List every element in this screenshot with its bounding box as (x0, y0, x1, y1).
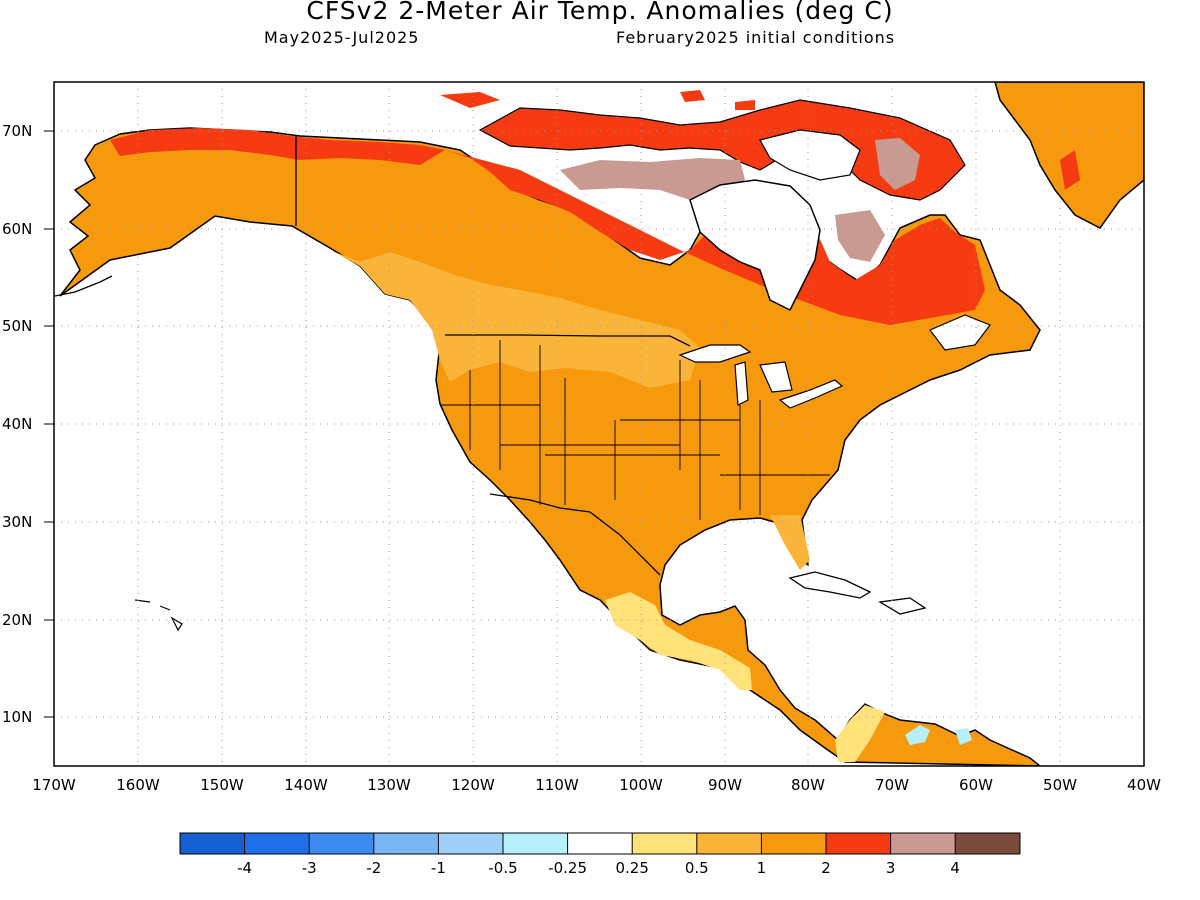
colorbar-label: -0.25 (548, 859, 587, 877)
anomaly-central-america-yellow (605, 592, 752, 690)
greenland-red (1060, 150, 1080, 190)
lake-michigan (734, 361, 749, 406)
lon-label: 150W (200, 776, 244, 794)
anomaly-sa-blue (905, 725, 930, 745)
colorbar-label: 1 (757, 859, 767, 877)
anomaly-baffin-east-brown (875, 138, 920, 190)
lon-label: 50W (1043, 776, 1077, 794)
lon-label: 120W (451, 776, 495, 794)
colorbar-label: 3 (886, 859, 896, 877)
anomaly-arctic-small-3 (735, 100, 755, 110)
hudson-bay (689, 179, 821, 312)
hispaniola (878, 597, 927, 615)
lat-ticks (44, 130, 54, 718)
anomaly-florida-light (770, 515, 810, 570)
lon-label: 90W (708, 776, 742, 794)
colorbar-label: -2 (366, 859, 381, 877)
anomaly-arctic-islands (478, 99, 966, 201)
colorbar-swatch (244, 833, 310, 854)
lat-label: 10N (2, 708, 32, 726)
lat-label: 20N (2, 611, 32, 629)
lon-label: 40W (1127, 776, 1161, 794)
us-mexico-border (489, 493, 661, 576)
colorbar-swatch (373, 833, 439, 854)
forecast-period: May2025-Jul2025 (264, 28, 420, 47)
colorbar-swatch (180, 833, 245, 854)
anomaly-ungava-brown (835, 210, 885, 262)
colorbar-swatch (309, 833, 374, 854)
colorbar-label: -4 (237, 859, 252, 877)
lon-label: 160W (116, 776, 160, 794)
lake-huron (759, 361, 793, 393)
foxe-basin (759, 129, 861, 181)
anomaly-alaska-north-red (110, 128, 445, 165)
lon-label: 140W (284, 776, 328, 794)
lon-label: 100W (619, 776, 663, 794)
colorbar-label: -0.5 (488, 859, 517, 877)
colorbar-label: 0.25 (615, 859, 648, 877)
lat-label: 50N (2, 317, 32, 335)
initial-conditions: February2025 initial conditions (616, 28, 896, 47)
lat-labels: 10N 20N 30N 40N 50N 60N 70N (2, 122, 32, 726)
colorbar-swatch (761, 833, 826, 854)
anomaly-sa-blue-2 (955, 728, 972, 745)
colorbar-swatch (890, 833, 956, 854)
colorbar-swatch (955, 833, 1020, 854)
anomaly-arctic-small-2 (680, 90, 705, 102)
colorbar: -4 -3 -2 -1 -0.5 -0.25 0.25 0.5 1 2 3 4 (179, 832, 1021, 877)
gulf-st-lawrence (929, 314, 991, 351)
colorbar-label: -3 (302, 859, 317, 877)
map-plot-area (54, 82, 1144, 766)
colorbar-label: 2 (821, 859, 831, 877)
colorbar-swatch (696, 833, 762, 854)
lake-superior (678, 344, 752, 363)
lon-label: 70W (875, 776, 909, 794)
lat-label: 70N (2, 122, 32, 140)
lon-label: 110W (535, 776, 579, 794)
lon-label: 60W (959, 776, 993, 794)
anomaly-arctic-small-1 (440, 92, 500, 108)
lake-erie-ontario (778, 379, 844, 409)
map-title: CFSv2 2-Meter Air Temp. Anomalies (deg C… (306, 0, 894, 25)
colorbar-swatch (438, 833, 503, 854)
us-canada-border (295, 136, 691, 347)
lon-label: 80W (791, 776, 825, 794)
colorbar-label: 4 (950, 859, 960, 877)
aleutian-islands (54, 275, 113, 297)
anomaly-pnw-light (330, 250, 700, 388)
anomaly-baffin-brown (560, 158, 745, 200)
lon-label: 130W (367, 776, 411, 794)
colorbar-swatch (503, 833, 568, 854)
lat-label: 30N (2, 513, 32, 531)
lat-label: 40N (2, 415, 32, 433)
colorbar-swatch (632, 833, 697, 854)
colorbar-label: 0.5 (685, 859, 709, 877)
colorbar-swatch (826, 833, 891, 854)
colorbar-swatch (567, 833, 633, 854)
lat-label: 60N (2, 220, 32, 238)
lon-labels: 170W 160W 150W 140W 130W 120W 110W 100W … (32, 776, 1161, 794)
state-lines (440, 340, 830, 520)
lon-label: 170W (32, 776, 76, 794)
cuba (788, 571, 872, 599)
anomaly-panama-yellow (835, 705, 885, 762)
colorbar-label: -1 (431, 859, 446, 877)
